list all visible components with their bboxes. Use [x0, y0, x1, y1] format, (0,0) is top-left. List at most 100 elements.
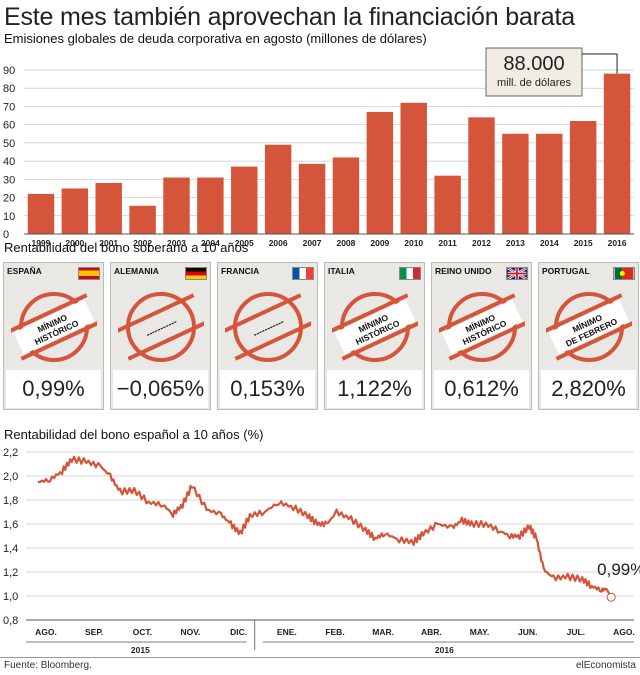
month-label: FEB. — [325, 627, 344, 637]
bar — [536, 133, 563, 234]
bar — [569, 121, 597, 234]
y-tick-label: 1,6 — [3, 519, 18, 531]
x-tick-label: 2011 — [438, 238, 457, 248]
y-tick-label: 10 — [3, 211, 15, 223]
y-tick-label: 80 — [3, 83, 15, 95]
france-flag-icon — [292, 267, 314, 280]
bond-country: ALEMANIA — [114, 266, 159, 276]
y-tick-label: 1,2 — [3, 567, 18, 579]
bar — [400, 102, 427, 234]
month-label: MAR. — [372, 627, 394, 637]
x-tick-label: 2010 — [404, 238, 423, 248]
bar — [434, 175, 461, 234]
y-tick-label: 2,0 — [3, 471, 18, 483]
bond-card-spain: ESPAÑA MÍNIMO HISTÓRICO 0,99% — [3, 262, 104, 410]
annotation-box: 88.000 mill. de dólares — [485, 47, 583, 97]
x-tick-label: 2001 — [99, 238, 118, 248]
stamp-icon: ----------- — [118, 292, 204, 362]
bond-yield-value: 0,99% — [22, 376, 85, 401]
bond-value-box: 0,99% — [6, 370, 101, 408]
bond-value-box: 0,153% — [220, 370, 315, 408]
bond-value-box: 0,612% — [434, 370, 529, 408]
bar — [502, 133, 529, 234]
series-line — [37, 455, 613, 598]
stamp-bar-top — [225, 293, 302, 334]
bond-country: REINO UNIDO — [435, 266, 492, 276]
bond-value-box: 2,820% — [541, 370, 636, 408]
bond-country: ESPAÑA — [7, 266, 42, 276]
bar — [468, 117, 495, 234]
stamp-band-bg — [13, 299, 95, 355]
year-label: 2015 — [131, 645, 150, 655]
stamp-bar-bottom — [234, 320, 311, 361]
source-note: Fuente: Bloomberg. — [4, 660, 92, 671]
y-tick-label: 1,4 — [3, 543, 18, 555]
stamp-band-bg — [441, 299, 523, 355]
y-tick-label: 60 — [3, 120, 15, 132]
bar — [95, 182, 122, 234]
x-tick-label: 2003 — [167, 238, 186, 248]
stamp-bar-top — [332, 293, 409, 334]
brand-logo: elEconomista — [575, 660, 636, 671]
bar — [264, 144, 292, 234]
year-label: 2016 — [435, 645, 454, 655]
bond-card-france: FRANCIA ----------- 0,153% — [217, 262, 318, 410]
bond-country: FRANCIA — [221, 266, 260, 276]
month-label: JUN. — [518, 627, 537, 637]
y-tick-label: 0,8 — [3, 615, 18, 627]
x-tick-label: 1999 — [31, 238, 50, 248]
x-tick-label: 2007 — [303, 238, 322, 248]
bond-cards-row: ESPAÑA MÍNIMO HISTÓRICO 0,99% ALEMANIA --… — [3, 262, 639, 410]
month-label: OCT. — [133, 627, 152, 637]
x-tick-label: 2000 — [65, 238, 84, 248]
y-tick-label: 40 — [3, 156, 15, 168]
bond-section-title: Rentabilidad del bono soberano a 10 años — [4, 240, 249, 255]
stamp-band-bg — [334, 299, 416, 355]
spain-flag-icon — [78, 267, 100, 280]
stamp-bar-bottom — [341, 320, 418, 361]
stamp-band: ----------- — [225, 293, 311, 361]
annotation-frame — [485, 47, 583, 97]
stamp-bar-bottom — [555, 320, 632, 361]
portugal-flag-icon — [613, 267, 635, 280]
annotation-value: 88.000 — [503, 53, 564, 75]
bar — [231, 166, 258, 234]
y-tick-label: 2,2 — [3, 447, 18, 459]
x-tick-label: 2004 — [201, 238, 220, 248]
stamp-icon: ----------- — [225, 292, 311, 362]
bond-yield-value: 0,612% — [444, 376, 519, 401]
month-label: ENE. — [277, 627, 297, 637]
month-label: MAY. — [470, 627, 490, 637]
bond-country: ITALIA — [328, 266, 355, 276]
annotation-unit: mill. de dólares — [497, 77, 571, 89]
bar — [366, 111, 394, 234]
bar — [27, 193, 55, 234]
y-tick-label: 20 — [3, 193, 15, 205]
bond-card-italy: ITALIA MÍNIMO HISTÓRICO 1,122% — [324, 262, 425, 410]
bond-card-germany: ALEMANIA ----------- −0,065% — [110, 262, 211, 410]
x-tick-label: 2002 — [133, 238, 152, 248]
bar-chart: 0 10 20 30 40 50 60 70 80 90 1999 2000 2001 2002 2003 2… — [3, 47, 634, 248]
bar-chart-title: Emisiones globales de deuda corporativa … — [4, 31, 427, 46]
month-label: AGO. — [35, 627, 57, 637]
page-title: Este mes también aprovechan la financiac… — [4, 3, 575, 31]
bar — [61, 188, 89, 234]
bar — [298, 163, 326, 234]
y-tick-label: 90 — [3, 65, 15, 77]
x-tick-label: 2009 — [370, 238, 389, 248]
bond-yield-value: −0,065% — [116, 376, 205, 401]
month-label: ABR. — [421, 627, 442, 637]
month-label: NOV. — [180, 627, 200, 637]
y-tick-label: 50 — [3, 138, 15, 150]
bond-card-portugal: PORTUGAL MÍNIMO DE FEBRERO 2,820% — [538, 262, 639, 410]
line-chart: 0,8 1,0 1,2 1,4 1,6 1,8 2,0 2,2 AGO. SEP. OCT. NOV.… — [3, 447, 640, 655]
bond-value-box: 1,122% — [327, 370, 422, 408]
y-tick-label: 1,8 — [3, 495, 18, 507]
x-tick-label: 2015 — [574, 238, 593, 248]
